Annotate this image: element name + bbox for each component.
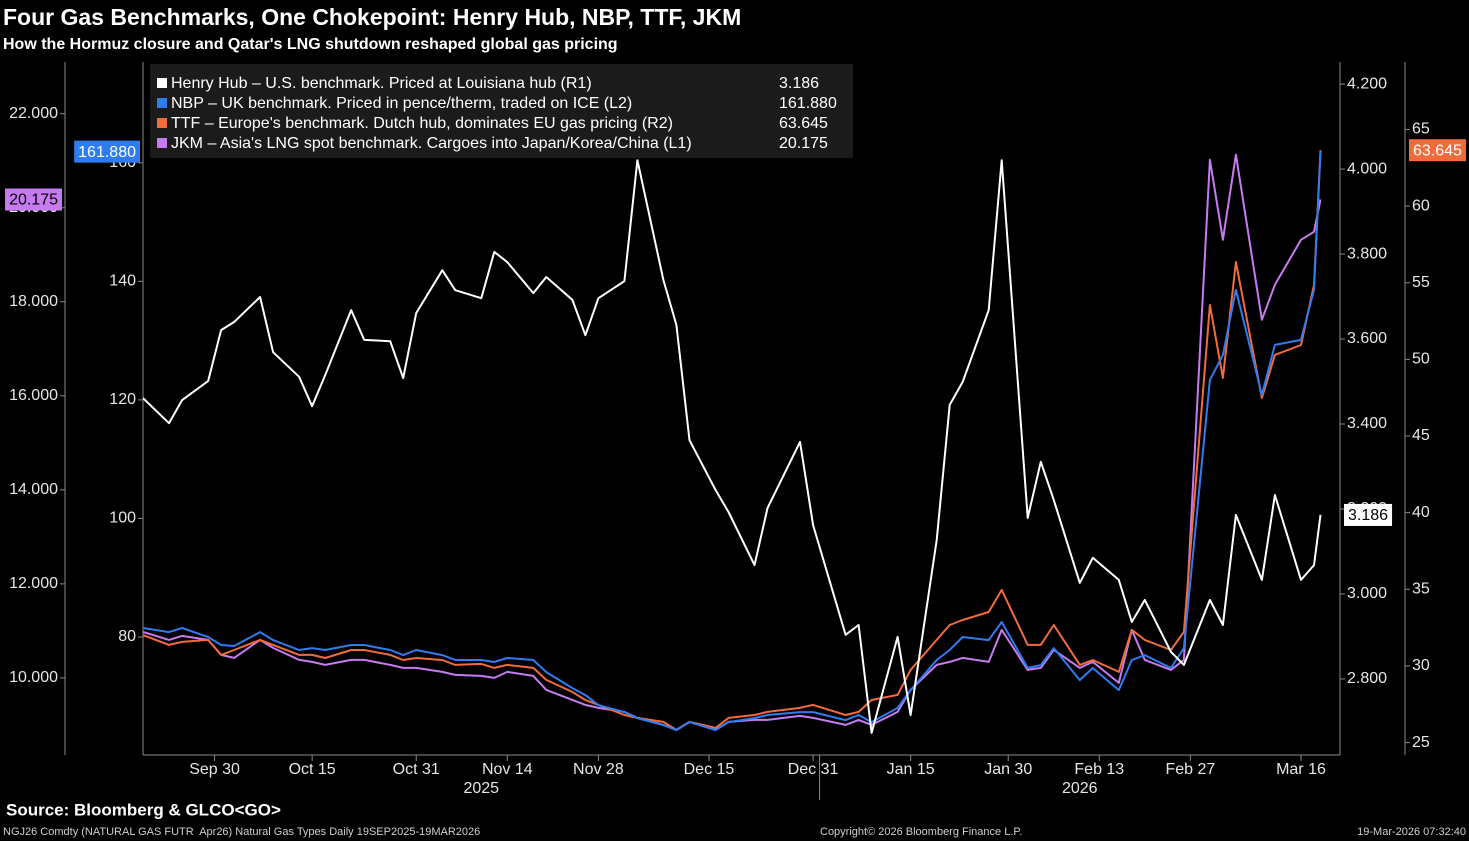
y-tick-label: 22.000	[9, 105, 58, 122]
y-tick-label: 4.200	[1347, 75, 1387, 92]
y-tick-label: 3.000	[1347, 585, 1387, 602]
year-label: 2026	[1062, 780, 1098, 797]
y-tick-label: 35	[1412, 581, 1430, 598]
footer-right: 19-Mar-2026 07:32:40	[1357, 826, 1466, 838]
axis-value-tag	[74, 140, 140, 163]
axis-value-tag-label: 161.880	[78, 144, 136, 161]
legend-swatch	[157, 98, 167, 108]
axis-value-tag	[5, 188, 62, 211]
y-tick-label: 40	[1412, 504, 1430, 521]
y-tick-label: 3.800	[1347, 245, 1387, 262]
series-line	[143, 150, 1322, 731]
legend-value: 3.186	[779, 75, 819, 92]
legend-value: 20.175	[779, 135, 828, 152]
y-tick-label: 4.000	[1347, 160, 1387, 177]
source: Source: Bloomberg & GLCO<GO>	[6, 800, 281, 819]
legend-label: Henry Hub – U.S. benchmark. Priced at Lo…	[171, 75, 592, 92]
x-tick-label: Sep 30	[189, 761, 240, 778]
legend: Henry Hub – U.S. benchmark. Priced at Lo…	[150, 64, 853, 158]
legend-swatch	[157, 78, 167, 88]
y-tick-label: 55	[1412, 274, 1430, 291]
series-line	[143, 159, 1322, 734]
x-tick-label: Mar 16	[1276, 761, 1326, 778]
y-tick-label: 18.000	[9, 293, 58, 310]
x-tick-label: Jan 15	[887, 761, 935, 778]
axis-value-tag-label: 20.175	[9, 192, 58, 209]
y-tick-label: 12.000	[9, 575, 58, 592]
axis-value-tag	[1409, 139, 1466, 162]
chart-subtitle: How the Hormuz closure and Qatar's LNG s…	[3, 36, 618, 53]
y-tick-label: 3.400	[1347, 415, 1387, 432]
x-tick-label: Oct 15	[289, 761, 336, 778]
x-tick-label: Feb 27	[1165, 761, 1215, 778]
legend-background	[150, 64, 853, 158]
y-tick-label: 65	[1412, 121, 1430, 138]
y-tick-label: 3.600	[1347, 330, 1387, 347]
legend-label: NBP – UK benchmark. Priced in pence/ther…	[171, 95, 632, 112]
axis-value-tag-label: 3.186	[1348, 507, 1388, 524]
legend-value: 161.880	[779, 95, 837, 112]
y-tick-label: 25	[1412, 734, 1430, 751]
legend-swatch	[157, 138, 167, 148]
x-tick-label: Nov 14	[482, 761, 533, 778]
x-tick-label: Nov 28	[573, 761, 624, 778]
legend-value: 63.645	[779, 115, 828, 132]
chart-title: Four Gas Benchmarks, One Chokepoint: Hen…	[3, 4, 741, 30]
legend-swatch	[157, 118, 167, 128]
footer-left: NGJ26 Comdty (NATURAL GAS FUTR Apr26) Na…	[3, 826, 480, 838]
y-tick-label: 14.000	[9, 481, 58, 498]
y-tick-label: 30	[1412, 657, 1430, 674]
x-tick-label: Feb 13	[1074, 761, 1124, 778]
legend-label: TTF – Europe's benchmark. Dutch hub, dom…	[171, 115, 673, 132]
x-tick-label: Oct 31	[393, 761, 440, 778]
axis-value-tag-label: 63.645	[1413, 142, 1462, 159]
y-tick-label: 140	[109, 273, 136, 290]
plot-lines	[143, 150, 1322, 734]
year-label: 2025	[463, 780, 499, 797]
y-tick-label: 10.000	[9, 669, 58, 686]
x-tick-label: Dec 15	[684, 761, 735, 778]
x-tick-label: Jan 30	[984, 761, 1032, 778]
y-tick-label: 2.800	[1347, 670, 1387, 687]
y-tick-label: 45	[1412, 427, 1430, 444]
axis-value-tag	[1344, 503, 1393, 526]
y-tick-label: 80	[118, 628, 136, 645]
footer-center: Copyright© 2026 Bloomberg Finance L.P.	[820, 826, 1022, 838]
y-tick-label: 16.000	[9, 387, 58, 404]
y-tick-label: 60	[1412, 197, 1430, 214]
y-tick-label: 50	[1412, 351, 1430, 368]
y-tick-label: 120	[109, 391, 136, 408]
legend-label: JKM – Asia's LNG spot benchmark. Cargoes…	[171, 135, 692, 152]
series-line	[143, 151, 1322, 732]
x-tick-label: Dec 31	[788, 761, 839, 778]
y-tick-label: 100	[109, 510, 136, 527]
